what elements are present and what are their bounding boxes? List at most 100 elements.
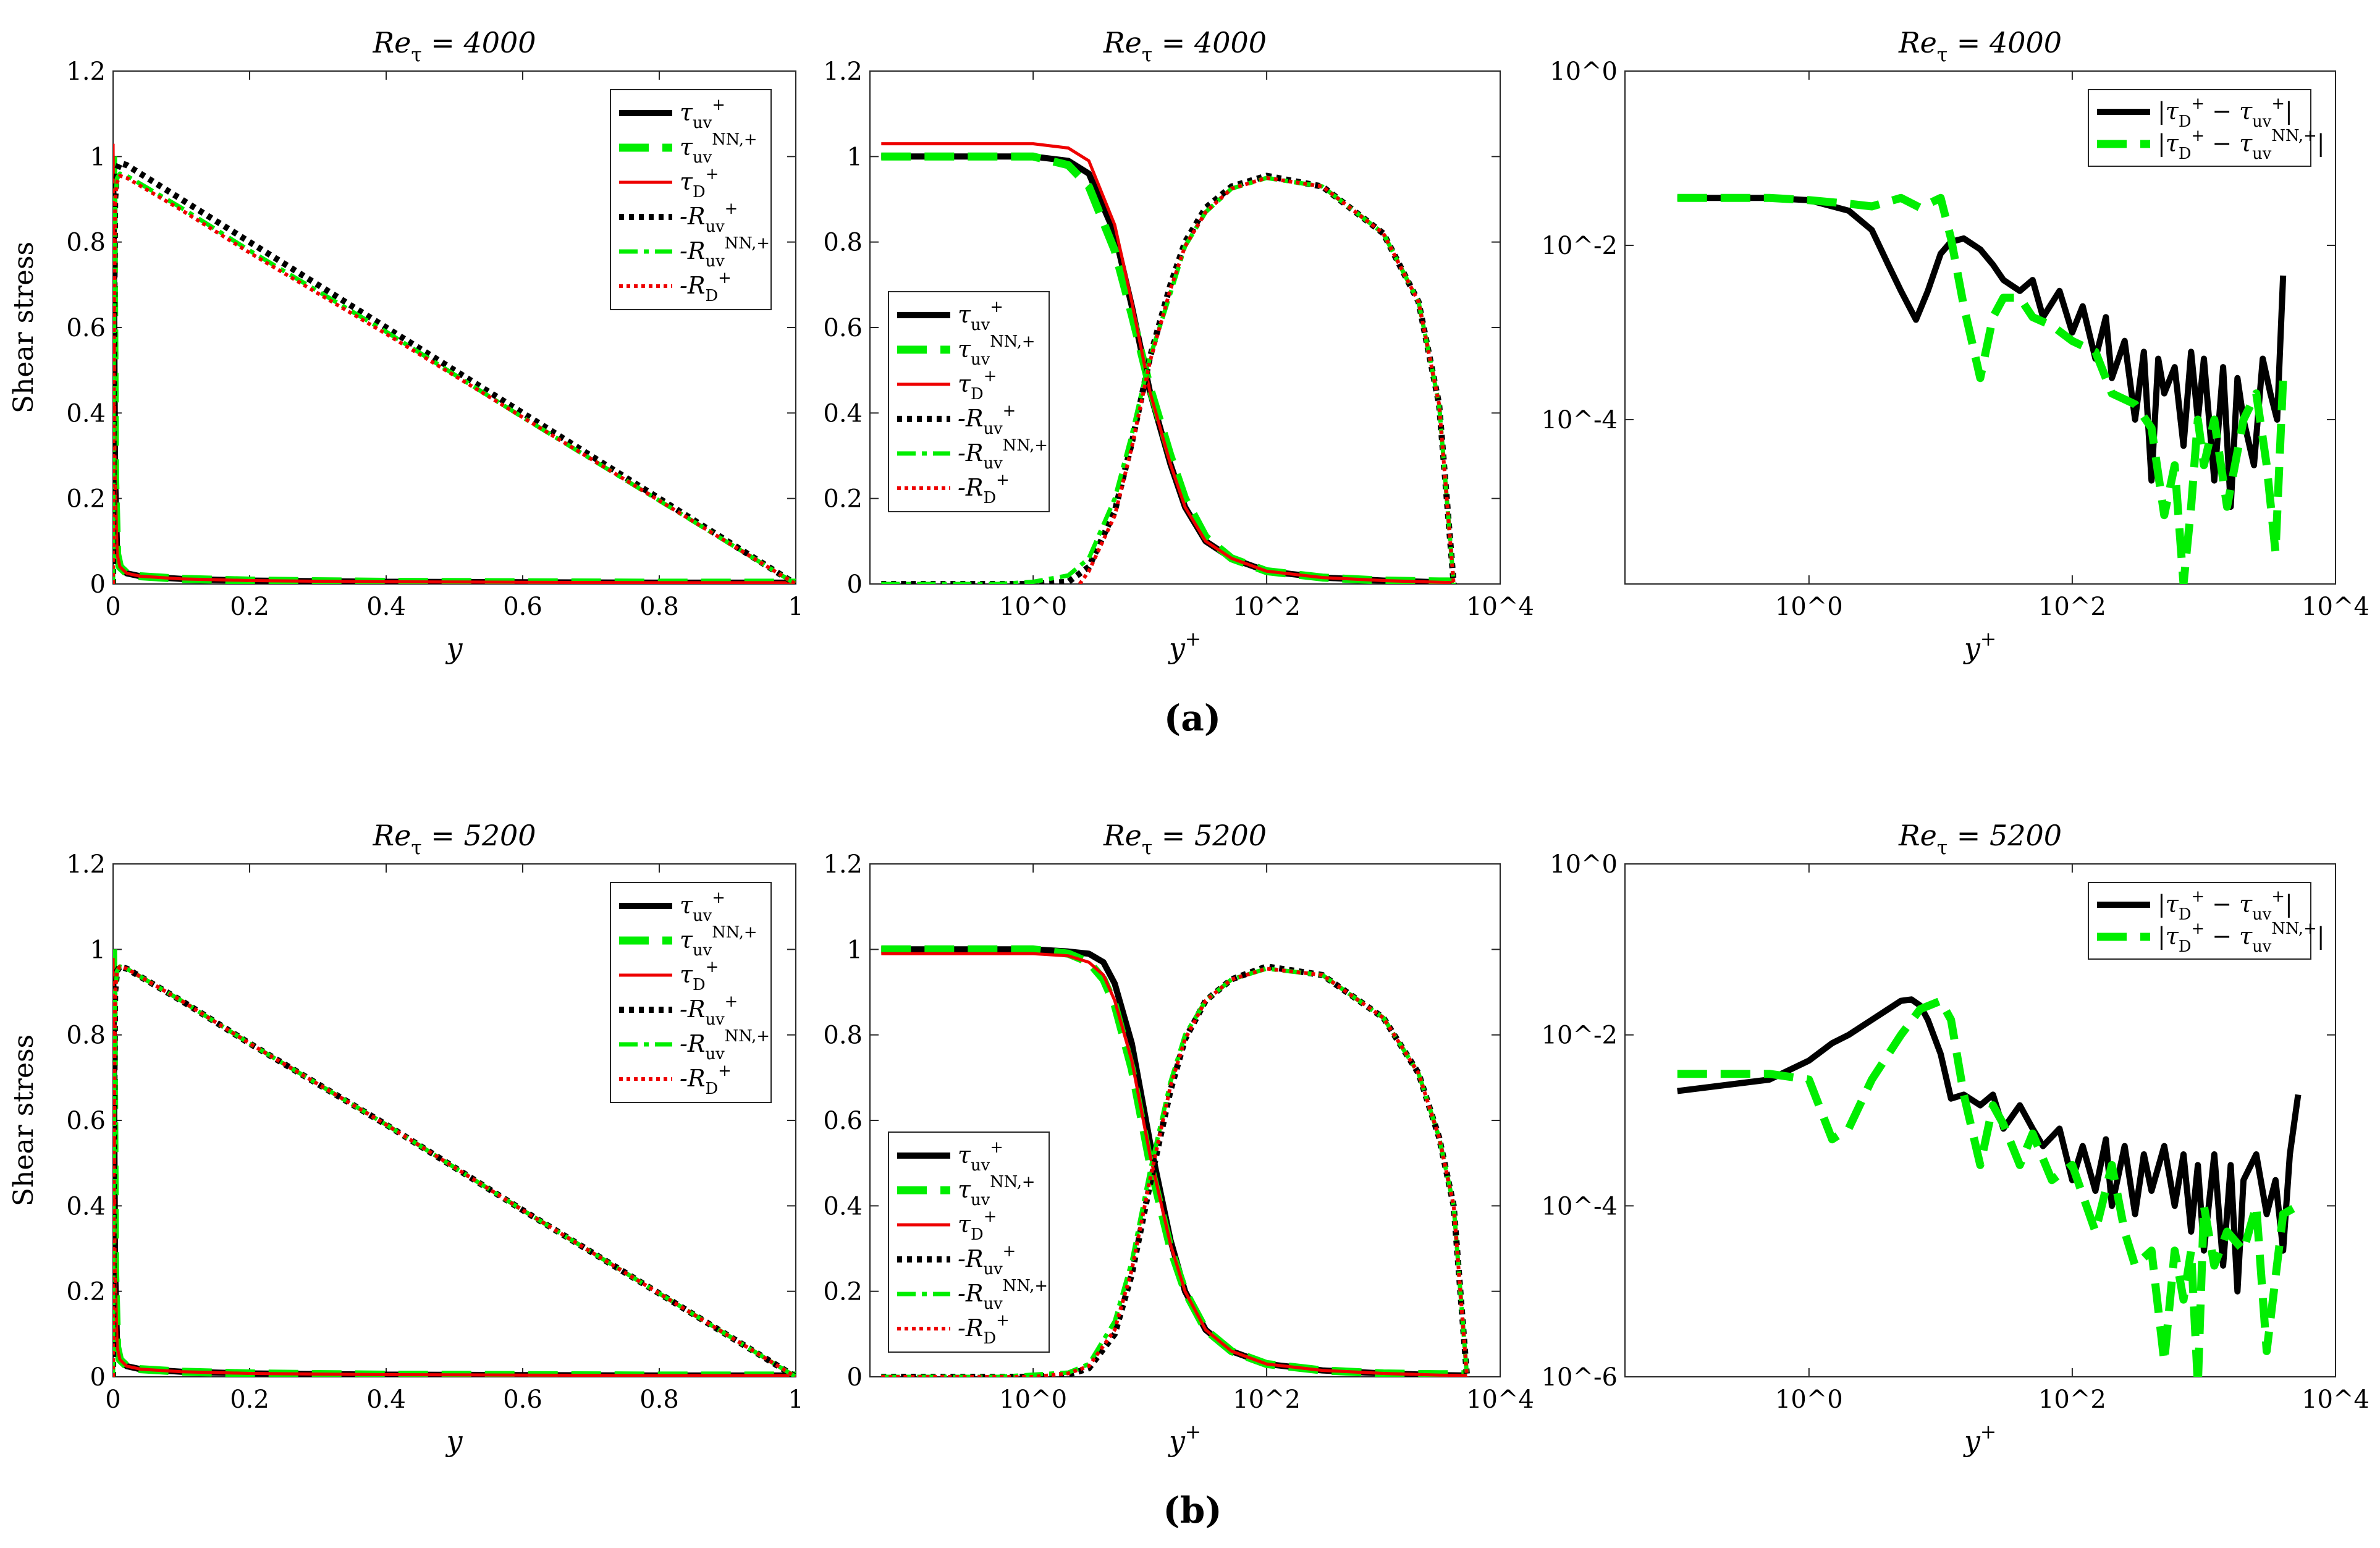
x-tick-label: 1 <box>788 593 803 621</box>
legend-label: τuv+ <box>958 298 1003 334</box>
x-axis-label: y+ <box>1963 628 1996 665</box>
y-tick-label: 1.2 <box>66 850 106 879</box>
legend: τuv+τuvNN,+τD+-Ruv+-RuvNN,+-RD+ <box>888 290 1050 512</box>
series-line <box>881 142 1454 584</box>
x-axis-label: y+ <box>1963 1421 1996 1458</box>
chart-title: Reτ = 5200 <box>372 819 536 860</box>
x-tick-label: 10^4 <box>2302 1385 2369 1414</box>
legend-box <box>888 290 1050 512</box>
legend-label: -RuvNN,+ <box>680 234 770 271</box>
y-tick-label: 0.6 <box>823 1107 863 1135</box>
y-tick-label: 0.4 <box>823 1192 863 1220</box>
y-tick-label: 0 <box>847 1363 863 1392</box>
y-tick-label: 1 <box>847 936 863 964</box>
x-tick-label: 0.2 <box>230 1385 269 1414</box>
legend-label: τD+ <box>680 165 719 201</box>
y-tick-label: 1.2 <box>823 850 863 879</box>
legend: |τD+ − τuv+||τD+ − τuvNN,+| <box>2088 89 2325 167</box>
y-tick-label: 0.8 <box>823 229 863 257</box>
legend: |τD+ − τuv+||τD+ − τuvNN,+| <box>2088 882 2325 960</box>
legend-label: τuvNN,+ <box>680 923 757 960</box>
y-tick-label: 0.2 <box>66 485 106 514</box>
series-group <box>881 142 1457 584</box>
series-line <box>1677 997 2300 1377</box>
y-tick-label: 10^-4 <box>1542 406 1618 434</box>
legend-label: -RD+ <box>958 1311 1010 1348</box>
x-axis-label: y <box>445 1424 463 1458</box>
x-tick-label: 10^0 <box>1775 593 1843 621</box>
legend-label: |τD+ − τuv+| <box>2158 887 2293 924</box>
legend-box <box>2088 89 2311 167</box>
legend-label: τuv+ <box>958 1138 1003 1175</box>
y-tick-label: 0.2 <box>823 1278 863 1306</box>
caption-b: (b) <box>1131 1489 1254 1531</box>
series-line <box>881 952 1467 1377</box>
x-tick-label: 0.2 <box>230 593 269 621</box>
series-line <box>113 965 796 1377</box>
x-tick-label: 10^4 <box>2302 593 2369 621</box>
x-axis-label: y <box>445 632 463 665</box>
legend-label: τuvNN,+ <box>680 130 757 167</box>
legend-label: τD+ <box>958 367 997 404</box>
chart-title: Reτ = 5200 <box>1103 819 1267 860</box>
y-tick-label: 0 <box>90 570 106 599</box>
legend-label: -RuvNN,+ <box>958 436 1048 473</box>
y-axis-label: Shear stress <box>8 242 40 413</box>
series-line <box>1677 195 2287 510</box>
legend-label: -Ruv+ <box>680 992 738 1029</box>
legend-label: τuv+ <box>680 96 725 132</box>
legend-label: |τD+ − τuv+| <box>2158 95 2293 131</box>
chart-b-error: 10^0 10^2 10^4 10^-6 10^-4 10^-2 10^0 Reτ = 520… <box>1542 819 2369 1458</box>
series-line <box>113 964 796 1377</box>
series-line <box>113 174 796 584</box>
x-axis-label: y+ <box>1168 628 1201 665</box>
legend-box <box>888 1131 1050 1353</box>
y-tick-label: 10^-6 <box>1542 1363 1618 1392</box>
chart-title: Reτ = 5200 <box>1898 819 2062 860</box>
x-tick-label: 10^2 <box>1233 1385 1301 1414</box>
x-tick-label: 10^0 <box>999 1385 1067 1414</box>
chart-a-linear: 0 0.2 0.4 0.6 0.8 1 0 0.2 0.4 0.6 0.8 1 1.2 Reτ = 400… <box>8 26 804 665</box>
y-tick-label: 0.8 <box>66 229 106 257</box>
y-tick-label: 10^-2 <box>1542 232 1618 260</box>
legend: τuv+τuvNN,+τD+-Ruv+-RuvNN,+-RD+ <box>610 882 772 1103</box>
series-group <box>1677 996 2302 1377</box>
legend-label: τuv+ <box>680 889 725 925</box>
chart-title: Reτ = 4000 <box>1103 26 1267 67</box>
legend-label: τuvNN,+ <box>958 1173 1036 1209</box>
y-axis-label: Shear stress <box>8 1034 40 1206</box>
x-tick-label: 10^0 <box>999 593 1067 621</box>
x-tick-label: 0.6 <box>503 1385 542 1414</box>
legend-label: -Ruv+ <box>958 1242 1016 1279</box>
x-tick-label: 10^2 <box>1233 593 1301 621</box>
legend-label: -RD+ <box>958 471 1010 507</box>
x-tick-label: 0.4 <box>366 1385 406 1414</box>
series-line <box>1677 193 2287 584</box>
x-tick-label: 1 <box>788 1385 803 1414</box>
x-tick-label: 10^0 <box>1775 1385 1843 1414</box>
series-group <box>113 949 796 1377</box>
y-tick-label: 0.6 <box>66 1107 106 1135</box>
x-axis-label: y+ <box>1168 1421 1201 1458</box>
y-tick-label: 0.8 <box>823 1021 863 1050</box>
chart-title: Reτ = 4000 <box>372 26 536 67</box>
y-tick-label: 0 <box>90 1363 106 1392</box>
series-line <box>881 966 1469 1377</box>
y-tick-label: 10^0 <box>1550 850 1618 879</box>
series-group <box>1677 193 2287 584</box>
y-tick-label: 0.8 <box>66 1021 106 1050</box>
y-tick-label: 0.2 <box>823 485 863 514</box>
legend-label: τD+ <box>958 1208 997 1244</box>
y-tick-label: 0.4 <box>66 1192 106 1220</box>
chart-b-linear: 0 0.2 0.4 0.6 0.8 1 0 0.2 0.4 0.6 0.8 1 1.2 Reτ = 520… <box>8 819 804 1458</box>
legend-label: -RD+ <box>680 1062 732 1098</box>
series-line <box>1677 996 2302 1295</box>
series-group <box>113 143 796 584</box>
legend-label: -Ruv+ <box>680 200 738 236</box>
series-group <box>881 945 1471 1377</box>
caption-a: (a) <box>1131 697 1254 739</box>
x-tick-label: 0 <box>105 593 120 621</box>
x-tick-label: 0 <box>105 1385 120 1414</box>
legend-box <box>2088 882 2311 960</box>
